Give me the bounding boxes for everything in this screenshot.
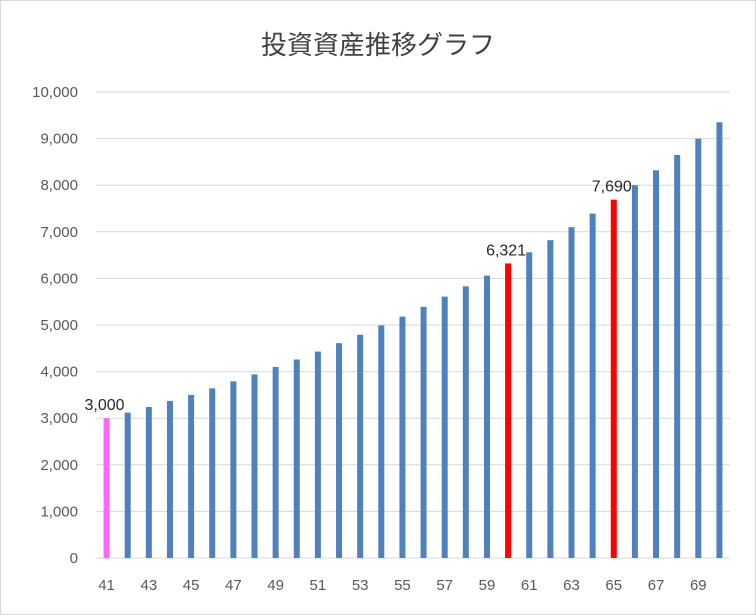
data-label-60: 6,321	[486, 242, 526, 259]
x-tick-label: 47	[225, 577, 242, 594]
bar-63	[568, 227, 575, 558]
x-tick-label: 69	[690, 577, 707, 594]
gridlines	[96, 91, 730, 559]
x-tick-label: 43	[140, 577, 157, 594]
data-label-41: 3,000	[85, 397, 125, 414]
bar-56	[420, 306, 427, 558]
x-axis-ticks: 41 43 45 47 49 51 53 55 57 59 61 63 65 67 69	[98, 577, 706, 594]
x-tick-label: 57	[436, 577, 453, 594]
bar-51	[314, 351, 321, 558]
data-label-65: 7,690	[592, 179, 632, 196]
x-tick-label: 65	[605, 577, 622, 594]
bar-55	[399, 316, 406, 558]
x-tick-label: 45	[183, 577, 200, 594]
y-tick-label: 5,000	[40, 317, 78, 334]
bar-50	[293, 359, 300, 558]
bar-64	[589, 213, 596, 558]
bar-70	[716, 122, 723, 558]
bar-52	[336, 343, 343, 558]
bar-69	[695, 138, 702, 558]
x-tick-label: 59	[479, 577, 496, 594]
x-tick-label: 63	[563, 577, 580, 594]
bar-45	[188, 394, 195, 558]
bar-58	[462, 286, 469, 558]
bar-42	[124, 412, 131, 558]
bar-65	[610, 199, 617, 558]
bar-46	[209, 388, 216, 558]
y-tick-label: 4,000	[40, 364, 78, 381]
chart-title: 投資資産推移グラフ	[261, 31, 495, 61]
bar-41	[103, 418, 110, 558]
bar-59	[483, 275, 490, 558]
bar-62	[547, 240, 554, 559]
bar-48	[251, 374, 258, 558]
bars	[103, 122, 723, 559]
y-axis-ticks: 0 1,000 2,000 3,000 4,000 5,000 6,000 7,000 8,00…	[32, 84, 78, 567]
bar-66	[631, 185, 638, 558]
x-tick-label: 41	[98, 577, 115, 594]
y-tick-label: 9,000	[40, 131, 78, 148]
x-tick-label: 67	[648, 577, 665, 594]
data-labels: 3,000 6,321 7,690	[85, 179, 632, 415]
y-tick-label: 6,000	[40, 270, 78, 287]
y-tick-label: 8,000	[40, 177, 78, 194]
y-tick-label: 10,000	[32, 84, 78, 101]
bar-53	[357, 334, 364, 558]
bar-44	[166, 400, 173, 558]
y-tick-label: 3,000	[40, 410, 78, 427]
y-tick-label: 7,000	[40, 224, 78, 241]
bar-54	[378, 325, 385, 558]
x-tick-label: 53	[352, 577, 369, 594]
bar-47	[230, 381, 237, 558]
y-tick-label: 1,000	[40, 503, 78, 520]
bar-43	[145, 407, 152, 558]
bar-60	[505, 263, 512, 558]
x-tick-label: 49	[267, 577, 284, 594]
bar-57	[441, 296, 448, 558]
y-tick-label: 0	[70, 550, 78, 567]
bar-67	[653, 170, 660, 558]
bar-68	[674, 154, 681, 558]
x-tick-label: 55	[394, 577, 411, 594]
x-tick-label: 51	[310, 577, 327, 594]
bar-49	[272, 366, 279, 558]
bar-61	[526, 252, 533, 558]
y-tick-label: 2,000	[40, 457, 78, 474]
x-tick-label: 61	[521, 577, 538, 594]
